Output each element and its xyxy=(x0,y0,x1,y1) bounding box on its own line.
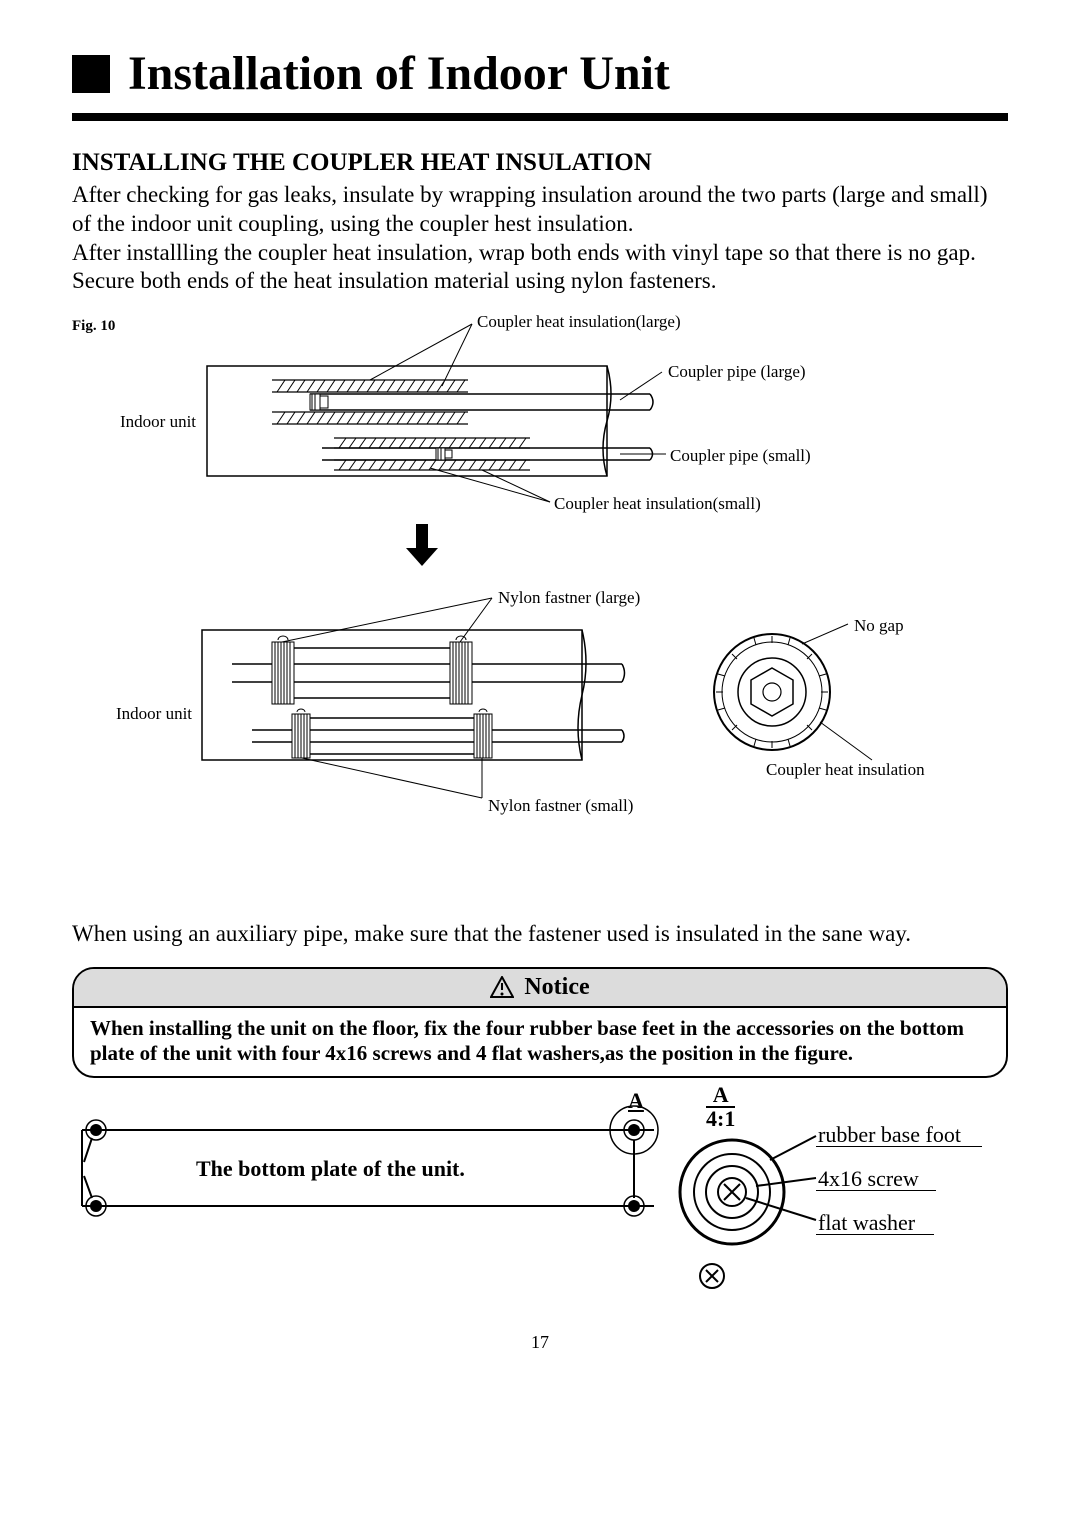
label-coupler-heat-small: Coupler heat insulation(small) xyxy=(554,494,761,514)
figure-label: Fig. 10 xyxy=(72,318,115,335)
label-no-gap: No gap xyxy=(854,616,904,636)
label-indoor-unit-1: Indoor unit xyxy=(120,412,196,432)
para2: After installling the coupler heat insul… xyxy=(72,239,1008,268)
label-washer: flat washer xyxy=(818,1210,915,1236)
underline3 xyxy=(816,1234,934,1235)
down-arrow-icon xyxy=(402,520,442,570)
notice-body: When installing the unit on the floor, f… xyxy=(74,1008,1006,1076)
label-nylon-small: Nylon fastner (small) xyxy=(488,796,633,816)
aux-paragraph: When using an auxiliary pipe, make sure … xyxy=(72,920,1008,949)
label-screw: 4x16 screw xyxy=(818,1166,919,1192)
label-indoor-unit-2: Indoor unit xyxy=(116,704,192,724)
bottom-plate-label: The bottom plate of the unit. xyxy=(196,1156,465,1182)
underline2 xyxy=(816,1190,936,1191)
detail-a-ratio: 4:1 xyxy=(706,1108,735,1130)
para1: After checking for gas leaks, insulate b… xyxy=(72,181,1008,239)
notice-header: Notice xyxy=(74,969,1006,1008)
bottomplate-figure: A A 4:1 The bottom plate of the unit. ru… xyxy=(72,1092,1008,1292)
label-coupler-heat-ins: Coupler heat insulation xyxy=(766,760,925,780)
para3: Secure both ends of the heat insulation … xyxy=(72,267,1008,296)
detail-a-marker: A xyxy=(628,1088,644,1114)
section-subheading: INSTALLING THE COUPLER HEAT INSULATION xyxy=(72,149,1008,177)
diagram-bottom-svg xyxy=(172,582,932,882)
page-title: Installation of Indoor Unit xyxy=(128,46,670,101)
page-title-row: Installation of Indoor Unit xyxy=(72,46,1008,101)
title-bullet-square xyxy=(72,55,110,93)
notice-box: Notice When installing the unit on the f… xyxy=(72,967,1008,1078)
detail-a-numerator: A xyxy=(706,1084,735,1108)
label-coupler-heat-large: Coupler heat insulation(large) xyxy=(477,312,681,332)
notice-title: Notice xyxy=(524,974,589,1001)
title-hr xyxy=(72,113,1008,121)
warning-icon xyxy=(490,976,514,998)
underline1 xyxy=(816,1146,982,1147)
label-rubber-foot: rubber base foot xyxy=(818,1122,961,1148)
label-coupler-pipe-large: Coupler pipe (large) xyxy=(668,362,806,382)
label-nylon-large: Nylon fastner (large) xyxy=(498,588,640,608)
label-coupler-pipe-small: Coupler pipe (small) xyxy=(670,446,811,466)
figure-10-block: Fig. 10 xyxy=(72,310,1008,890)
page-number: 17 xyxy=(72,1332,1008,1353)
